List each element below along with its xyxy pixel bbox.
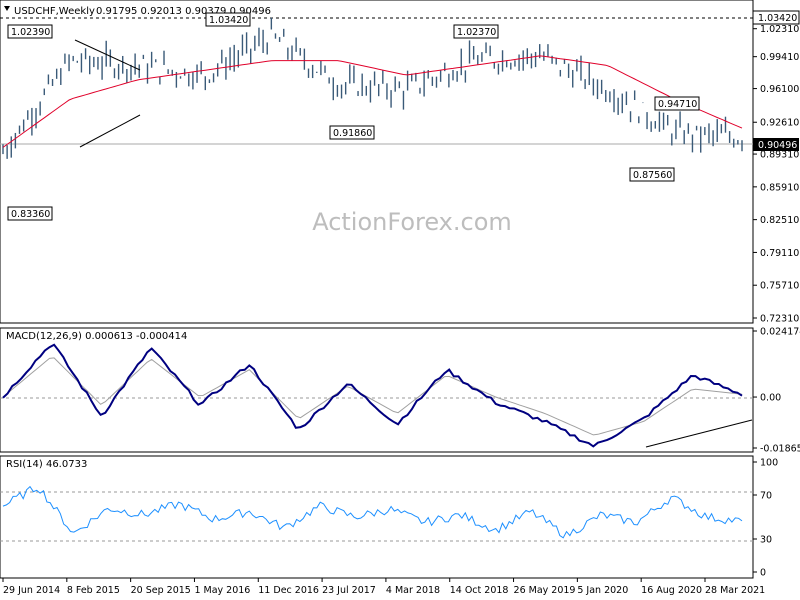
top-price-label: 1.03420: [758, 13, 797, 24]
top-price-box: [752, 10, 800, 25]
time-tick-label: 4 Mar 2018: [386, 585, 440, 596]
annotation-box: [205, 12, 251, 27]
annotation-label: 1.02370: [457, 27, 496, 38]
annotation-box: [453, 24, 499, 39]
macd-trendline: [645, 419, 753, 448]
macd-line: [2, 343, 743, 448]
rsi-axis: 100 70 30 0: [753, 458, 778, 579]
time-tick-label: 14 Oct 2018: [450, 585, 509, 596]
time-tick-label: 26 May 2019: [514, 585, 576, 596]
price-tick-label: 0.79110: [760, 248, 799, 259]
rsi-tick-label: 70: [760, 491, 772, 502]
rsi-tick-label: 100: [760, 458, 778, 469]
annotation-box: [7, 206, 53, 221]
price-tick-label: 1.02310: [760, 24, 799, 35]
price-panel: [0, 0, 754, 324]
rsi-title: RSI(14) 46.0733: [6, 459, 87, 470]
macd-tick-label: -0.018653: [760, 444, 800, 455]
macd-panel: [0, 327, 754, 453]
time-tick-label: 20 Sep 2015: [131, 585, 191, 596]
rsi-panel: [0, 455, 754, 579]
time-tick-label: 28 Mar 2021: [705, 585, 765, 596]
annotation-label: 1.02390: [11, 27, 50, 38]
annotation-box: [329, 125, 375, 140]
macd-title: MACD(12,26,9) 0.000613 -0.000414: [6, 331, 187, 342]
time-tick-label: 29 Jun 2014: [3, 585, 60, 596]
annotation-box: [654, 96, 700, 111]
dropdown-icon[interactable]: [4, 6, 10, 11]
time-tick-label: 23 Jul 2017: [322, 585, 376, 596]
price-tick-label: 0.89310: [760, 150, 799, 161]
price-tick-label: 0.82510: [760, 215, 799, 226]
current-price-box: [753, 138, 799, 151]
macd-tick-label: 0.024174: [760, 327, 800, 338]
annotation-label: 0.87560: [633, 170, 672, 181]
annotation-label: 1.03420: [209, 15, 248, 26]
annotation-box: [629, 167, 675, 182]
ohlc-values: 0.91795 0.92013 0.90379 0.90496: [96, 6, 271, 17]
price-tick-label: 0.75710: [760, 281, 799, 292]
annotation-box: [7, 24, 53, 39]
triangle-pattern: [74, 39, 141, 148]
price-tick-label: 0.85910: [760, 182, 799, 193]
macd-axis: 0.024174 0.00 -0.018653: [753, 327, 800, 455]
price-tick-label: 0.72310: [760, 314, 799, 325]
time-axis: 29 Jun 2014 8 Feb 2015 20 Sep 2015 1 May 20…: [2, 578, 765, 596]
time-tick-label: 1 May 2016: [194, 585, 250, 596]
rsi-tick-label: 0: [760, 568, 766, 579]
rsi-line: [2, 485, 743, 539]
price-annotations: 1.02390 1.03420 1.02370 0.91860 0.94710 0.875…: [7, 12, 700, 221]
annotation-label: 0.94710: [658, 99, 697, 110]
time-tick-label: 11 Dec 2016: [258, 585, 319, 596]
price-tick-label: 0.92610: [760, 118, 799, 129]
price-tick-label: 0.99410: [760, 52, 799, 63]
annotation-label: 0.83360: [11, 209, 50, 220]
price-axis: 1.02310 0.99410 0.96100 0.92610 0.89310 0.859…: [753, 24, 799, 325]
annotation-label: 0.91860: [333, 128, 372, 139]
price-bars: [2, 17, 743, 159]
moving-average-line: [2, 55, 743, 148]
current-price-label: 0.90496: [758, 140, 797, 151]
time-tick-label: 5 Jan 2020: [577, 585, 628, 596]
time-tick-label: 8 Feb 2015: [67, 585, 120, 596]
watermark: ActionForex.com: [312, 208, 512, 236]
symbol-label: USDCHF,Weekly: [14, 6, 95, 17]
price-tick-label: 0.96100: [760, 84, 799, 95]
time-tick-label: 16 Aug 2020: [641, 585, 702, 596]
rsi-tick-label: 30: [760, 535, 772, 546]
macd-tick-label: 0.00: [760, 393, 781, 404]
